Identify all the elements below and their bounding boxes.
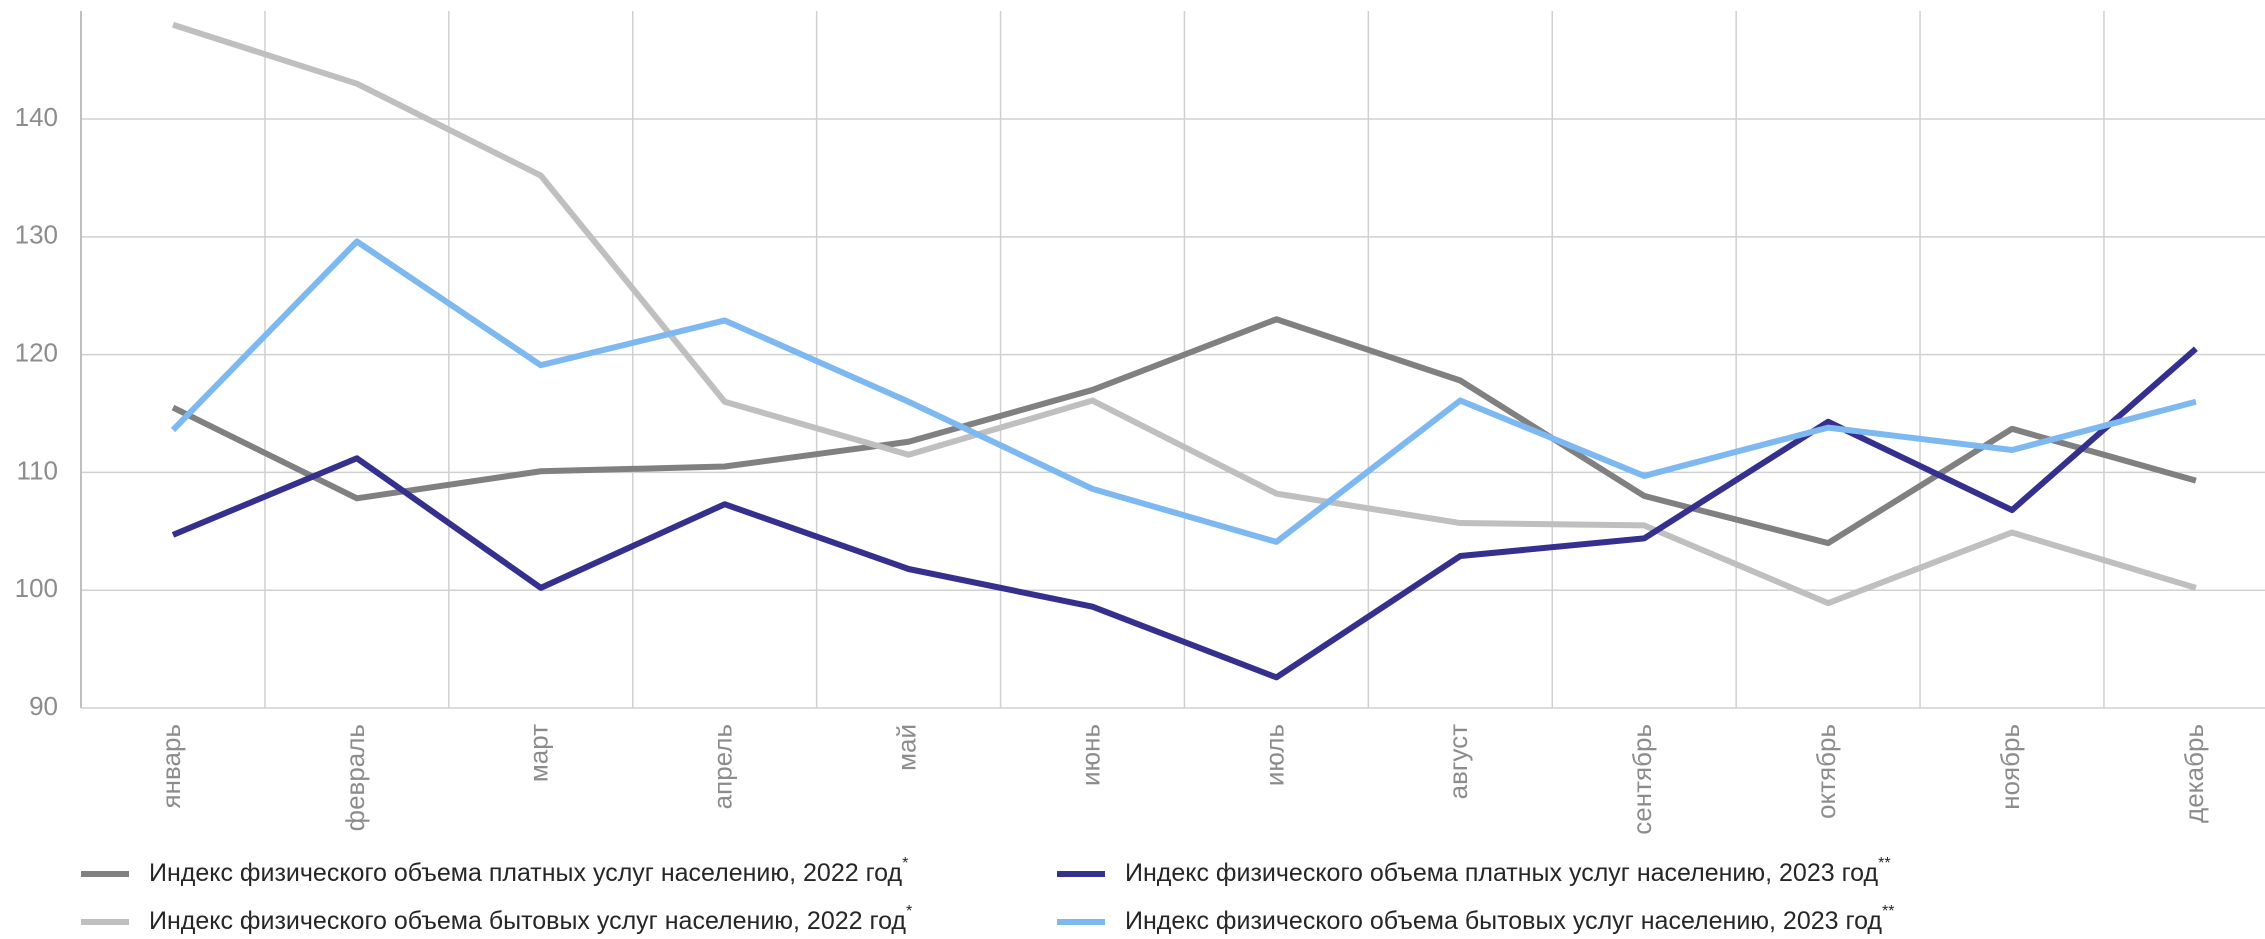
legend-footnote: ** <box>1878 855 1890 872</box>
x-tick-label: ноябрь <box>1995 724 2025 810</box>
legend-label: Индекс физического объема платных услуг … <box>149 855 908 886</box>
y-tick-label: 90 <box>29 691 58 721</box>
legend-name: Индекс физического объема платных услуг … <box>149 859 903 887</box>
legend-label: Индекс физического объема бытовых услуг … <box>1125 903 1894 934</box>
y-tick-label: 120 <box>15 337 58 367</box>
x-tick-label: апрель <box>708 724 738 809</box>
legend-label: Индекс физического объема платных услуг … <box>1125 855 1891 886</box>
legend-footnote: ** <box>1882 903 1894 920</box>
series-line <box>172 21 2197 607</box>
x-tick-label: май <box>891 724 921 771</box>
x-tick-label: январь <box>156 724 186 808</box>
x-tick-label: февраль <box>340 724 370 831</box>
y-tick-label: 110 <box>17 455 58 485</box>
series-line <box>170 238 2197 545</box>
legend-label: Индекс физического объема бытовых услуг … <box>149 903 912 934</box>
x-tick-label: март <box>524 724 554 782</box>
y-tick-label: 100 <box>15 573 58 603</box>
x-tick-label: август <box>1443 724 1473 799</box>
x-tick-label: июль <box>1259 724 1289 786</box>
series-line <box>171 316 2197 547</box>
legend-footnote: * <box>902 855 908 872</box>
x-tick-label: октябрь <box>1811 724 1841 819</box>
y-tick-label: 130 <box>15 220 58 250</box>
x-tick-label: июнь <box>1075 724 1105 786</box>
x-tick-label: декабрь <box>2179 724 2209 823</box>
x-tick-label: сентябрь <box>1627 724 1657 835</box>
legend-footnote: * <box>906 903 912 920</box>
legend-name: Индекс физического объема бытовых услуг … <box>149 907 906 935</box>
y-tick-label: 140 <box>15 102 58 132</box>
legend-name: Индекс физического объема бытовых услуг … <box>1125 907 1882 935</box>
legend-name: Индекс физического объема платных услуг … <box>1125 859 1879 887</box>
series-line <box>171 346 2198 681</box>
